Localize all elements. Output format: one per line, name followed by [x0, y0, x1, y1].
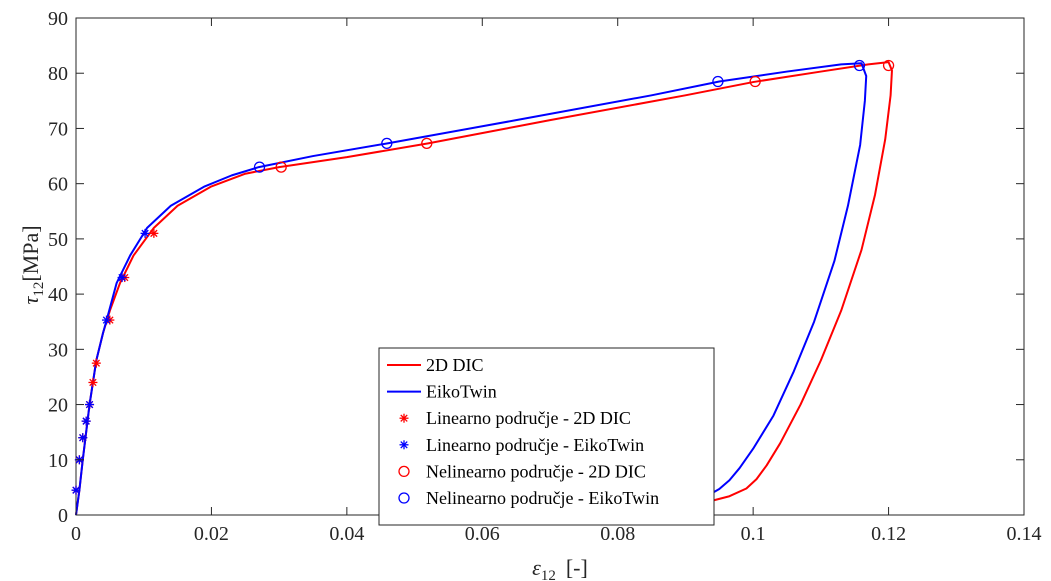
legend-item: 2D DIC: [387, 355, 484, 375]
legend-item: Linearno područje - EikoTwin: [399, 435, 644, 455]
data-point-circle: [853, 59, 866, 72]
data-point-circle: [275, 161, 287, 173]
data-point-asterisk: [85, 400, 95, 410]
data-point-asterisk: [71, 485, 81, 495]
x-tick-label: 0.1: [741, 523, 766, 545]
x-tick-label: 0: [71, 523, 81, 545]
legend-label: Nelinearno područje - EikoTwin: [426, 488, 659, 508]
data-point-asterisk: [149, 228, 159, 238]
data-point-asterisk: [78, 433, 88, 443]
data-point-circle: [421, 137, 433, 150]
x-axis-unit: [-]: [566, 555, 588, 580]
y-tick-label: 90: [48, 8, 68, 30]
y-axis-symbol: τ: [18, 296, 43, 305]
data-point-asterisk: [101, 315, 111, 325]
x-axis-ticks: 0 0.02 0.04 0.06 0.08 0.1 0.12 0.14: [71, 18, 1042, 545]
legend-label: EikoTwin: [426, 382, 497, 402]
x-tick-label: 0.12: [871, 523, 906, 545]
data-point-asterisk: [140, 228, 150, 238]
legend-item: EikoTwin: [387, 382, 497, 402]
legend-circle-swatch: [398, 465, 410, 478]
data-point-circle: [253, 161, 266, 173]
y-axis-subscript: 12: [31, 282, 47, 297]
legend-label: Nelinearno područje - 2D DIC: [426, 461, 646, 481]
legend-label: Linearno područje - 2D DIC: [426, 408, 631, 428]
legend-item: Linearno područje - 2D DIC: [399, 408, 631, 428]
y-axis-ticks: 0 10 20 30 40 50 60 70 80 90: [48, 8, 1024, 527]
data-point-circle: [712, 75, 724, 88]
legend: 2D DIC EikoTwin Linearno područje - 2D DIC…: [378, 347, 715, 526]
y-tick-label: 50: [48, 229, 68, 251]
legend-box: [378, 347, 715, 526]
y-axis-unit: [MPa]: [18, 225, 43, 281]
legend-asterisk-swatch: [399, 440, 409, 450]
data-point-circle: [381, 137, 393, 150]
y-tick-label: 10: [48, 450, 68, 472]
data-point-asterisk: [117, 273, 127, 283]
x-axis-symbol: ε: [532, 555, 541, 580]
x-axis-title: ε12 [-]: [532, 555, 588, 581]
series-line-eikotwin: [75, 62, 868, 516]
x-tick-label: 0.06: [465, 523, 500, 545]
legend-item: Nelinearno područje - 2D DIC: [398, 461, 646, 481]
y-tick-label: 0: [58, 505, 68, 527]
x-axis-subscript: 12: [541, 568, 556, 581]
data-point-asterisk: [88, 377, 98, 387]
data-point-circle: [882, 59, 895, 72]
legend-label: Linearno područje - EikoTwin: [426, 435, 644, 455]
y-tick-label: 20: [48, 395, 68, 417]
legend-label: 2D DIC: [426, 355, 484, 375]
y-tick-label: 30: [48, 339, 68, 361]
y-tick-label: 60: [48, 174, 68, 196]
legend-asterisk-swatch: [399, 413, 409, 423]
legend-circle-swatch: [398, 492, 410, 504]
x-tick-label: 0.04: [329, 523, 364, 545]
x-tick-label: 0.02: [194, 523, 229, 545]
y-tick-label: 70: [48, 118, 68, 140]
data-point-asterisk: [91, 358, 101, 368]
y-axis-title: τ12[MPa]: [18, 225, 47, 304]
x-tick-label: 0.14: [1007, 523, 1042, 545]
x-tick-label: 0.08: [600, 523, 635, 545]
series-layer: [75, 61, 893, 516]
data-point-circle: [749, 75, 761, 88]
y-tick-label: 80: [48, 63, 68, 85]
data-point-asterisk: [81, 416, 91, 426]
y-tick-label: 40: [48, 284, 68, 306]
legend-item: Nelinearno područje - EikoTwin: [398, 488, 659, 508]
